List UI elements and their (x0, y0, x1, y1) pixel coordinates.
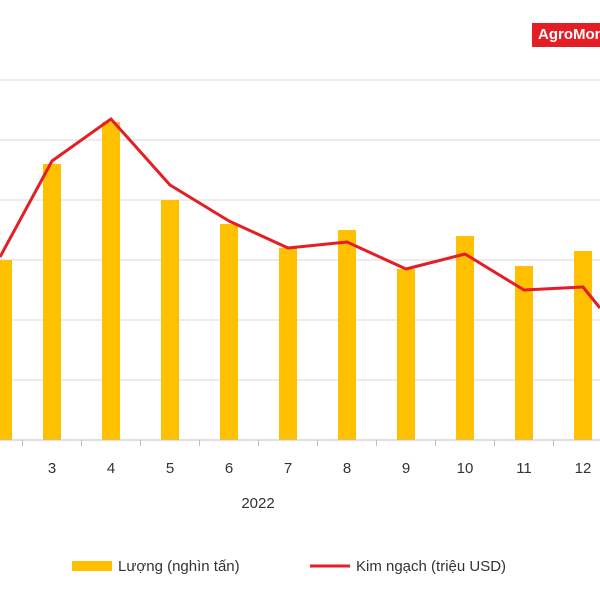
bar-4 (102, 122, 120, 440)
x-tick-label-3: 3 (48, 460, 56, 477)
legend: Lượng (nghìn tấn) Kim ngạch (triệu USD) (72, 558, 506, 575)
bar-5 (161, 200, 179, 440)
line-series (0, 117, 600, 309)
bar-series (0, 122, 592, 440)
x-tick-label-11: 11 (516, 460, 532, 477)
bar-8 (338, 230, 356, 440)
x-tick-label-12: 12 (575, 460, 592, 477)
bar-6 (220, 224, 238, 440)
x-tick-label-6: 6 (225, 460, 233, 477)
legend-line-label: Kim ngạch (triệu USD) (356, 558, 506, 575)
bar-10 (456, 236, 474, 440)
x-tick-label-5: 5 (166, 460, 174, 477)
x-tick-label-10: 10 (457, 460, 474, 477)
x-tick-label-9: 9 (402, 460, 410, 477)
gridlines (0, 79, 600, 381)
bar-3 (43, 164, 61, 440)
x-group-label: 2022 (241, 495, 274, 512)
x-tick-label-8: 8 (343, 460, 351, 477)
brand-badge: AgroMonitor (532, 23, 600, 47)
legend-bar-swatch (72, 561, 112, 571)
x-tick-labels: 3 4 5 6 7 8 9 10 11 12 (22, 440, 592, 477)
legend-bar-label: Lượng (nghìn tấn) (118, 558, 240, 575)
bar-7 (279, 248, 297, 440)
bar-9 (397, 269, 415, 440)
x-tick-label-7: 7 (284, 460, 292, 477)
line-kim-ngach (0, 117, 600, 309)
bar-partial-left (0, 260, 12, 440)
bar-11 (515, 266, 533, 440)
x-tick-label-4: 4 (107, 460, 115, 477)
bar-12 (574, 251, 592, 440)
